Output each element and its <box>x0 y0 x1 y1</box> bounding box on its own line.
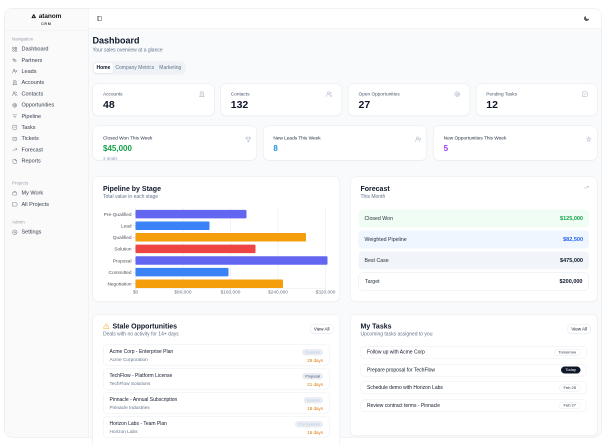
svg-text:Solution: Solution <box>114 247 132 253</box>
svg-text:Pre-Qualified: Pre-Qualified <box>104 212 132 218</box>
svg-text:$160,000: $160,000 <box>221 290 241 296</box>
svg-text:Committed: Committed <box>109 270 132 276</box>
svg-text:$320,000: $320,000 <box>316 290 336 296</box>
svg-text:$80,000: $80,000 <box>174 290 192 296</box>
svg-text:Negotiation: Negotiation <box>107 282 131 288</box>
svg-text:Lead: Lead <box>121 224 132 230</box>
svg-text:Proposal: Proposal <box>113 258 132 264</box>
svg-text:Qualified: Qualified <box>113 235 132 241</box>
svg-text:$0: $0 <box>133 290 139 296</box>
svg-text:$240,000: $240,000 <box>268 290 288 296</box>
